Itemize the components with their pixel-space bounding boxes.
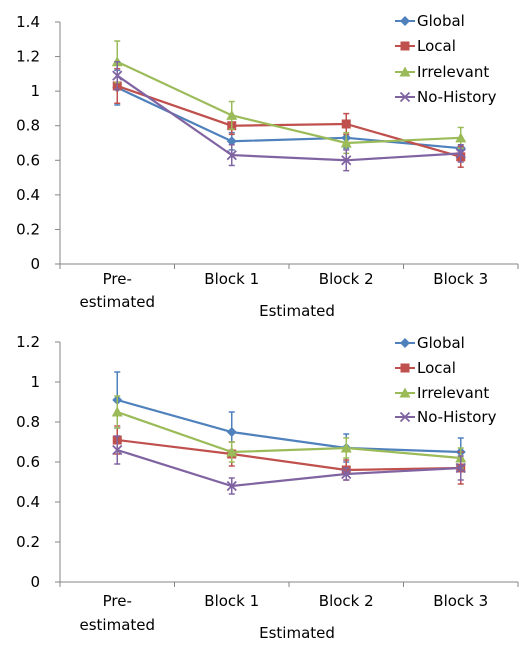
legend-marker <box>399 411 411 423</box>
x-tick-label: Block 1 <box>204 592 259 610</box>
series-no-history <box>112 61 466 172</box>
legend-label: Global <box>417 334 465 352</box>
data-point <box>455 148 466 159</box>
legend-entry: Local <box>395 37 456 55</box>
legend-label: No-History <box>417 408 497 426</box>
y-tick-label: 1.2 <box>16 333 40 351</box>
y-tick-label: 0.4 <box>16 493 40 511</box>
series-line <box>117 438 461 472</box>
series-line <box>116 74 461 162</box>
y-tick-label: 1.4 <box>16 13 40 31</box>
legend-entry: Global <box>395 12 465 30</box>
data-point <box>455 462 466 474</box>
y-tick-label: 0 <box>30 255 40 273</box>
series-global <box>112 371 466 467</box>
x-tick-label: estimated <box>79 616 155 634</box>
data-point <box>226 446 238 457</box>
legend-label: Local <box>417 359 456 377</box>
x-tick-label: Block 2 <box>319 592 374 610</box>
y-tick-label: 1 <box>30 373 40 391</box>
data-point <box>341 155 352 166</box>
legend-marker <box>400 16 410 26</box>
legend-label: Local <box>417 37 456 55</box>
series-line <box>116 448 461 488</box>
legend-marker <box>399 66 411 77</box>
legend-entry: Irrelevant <box>395 384 489 402</box>
y-tick-label: 0.8 <box>16 117 40 135</box>
x-tick-label: Block 3 <box>433 270 488 288</box>
data-point <box>112 444 123 456</box>
x-axis-title: Estimated <box>259 624 335 642</box>
legend-entry: Irrelevant <box>395 63 489 81</box>
chart-1: 0 0.2 0.4 0.6 0.8 1 1.2 1.4 Pre-estimated Block 1… <box>16 12 519 320</box>
data-point <box>455 132 467 143</box>
series-line <box>116 410 461 460</box>
y-tick-label: 0.2 <box>16 533 40 551</box>
data-point <box>340 442 352 453</box>
y-tick-label: 1.2 <box>16 48 40 66</box>
legend-entry: Global <box>395 334 465 352</box>
data-point <box>226 427 237 437</box>
chart-2: 0 0.2 0.4 0.6 0.8 1 1.2 Pre-estimated Block 1 Blo… <box>16 333 519 642</box>
legend-label: Global <box>417 12 465 30</box>
y-tick-label: 1 <box>30 82 40 100</box>
legend-entry: No-History <box>395 408 497 426</box>
x-tick-label: Block 3 <box>433 592 488 610</box>
legend-label: Irrelevant <box>417 384 489 402</box>
legend-marker <box>400 338 410 348</box>
legend-marker <box>399 91 411 103</box>
legend-marker <box>399 387 411 398</box>
legend-label: Irrelevant <box>417 63 489 81</box>
legend-marker <box>400 41 410 51</box>
x-tick-label: estimated <box>79 293 155 311</box>
data-point <box>226 109 238 120</box>
x-axis-title: Estimated <box>259 302 335 320</box>
y-tick-label: 0.2 <box>16 220 40 238</box>
data-point <box>226 136 237 147</box>
y-tick-label: 0.6 <box>16 453 40 471</box>
data-point <box>340 137 352 148</box>
y-tick-label: 0.4 <box>16 186 40 204</box>
series-line <box>116 60 461 145</box>
data-point <box>112 70 123 81</box>
data-point <box>111 406 123 417</box>
x-tick-label: Block 1 <box>204 270 259 288</box>
series-no-history <box>112 435 466 495</box>
y-tick-label: 0.6 <box>16 151 40 169</box>
y-tick-label: 0 <box>30 573 40 591</box>
x-tick-label: Block 2 <box>319 270 374 288</box>
series-local <box>112 425 466 485</box>
legend-entry: No-History <box>395 88 497 106</box>
series-irrelevant <box>111 395 467 469</box>
y-tick-label: 0.8 <box>16 413 40 431</box>
legend-label: No-History <box>417 88 497 106</box>
series-line <box>116 398 461 454</box>
data-point <box>341 468 352 480</box>
data-point <box>226 149 237 161</box>
data-point <box>341 119 351 129</box>
legend-marker <box>400 363 410 373</box>
x-tick-label: Pre- <box>103 592 132 610</box>
legend-entry: Local <box>395 359 456 377</box>
x-tick-label: Pre- <box>103 270 132 288</box>
data-point <box>226 480 237 492</box>
